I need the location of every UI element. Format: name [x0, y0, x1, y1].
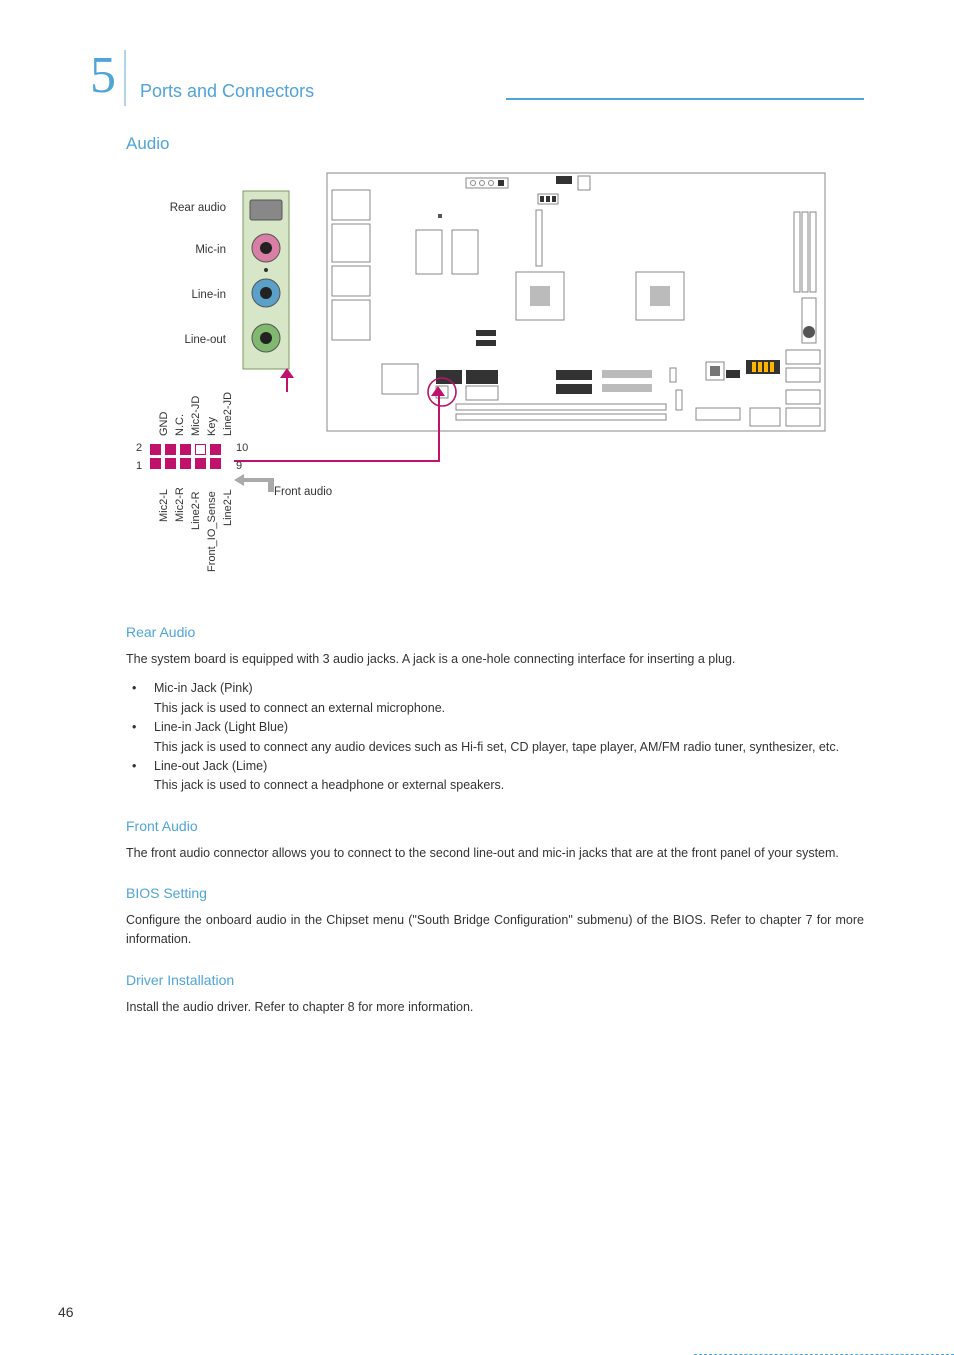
- list-item: Mic-in Jack (Pink) This jack is used to …: [126, 679, 864, 718]
- front-label-arrow-icon: [234, 472, 278, 496]
- bios-text: Configure the onboard audio in the Chips…: [126, 911, 864, 950]
- driver-text: Install the audio driver. Refer to chapt…: [126, 998, 864, 1017]
- content-column: Rear Audio The system board is equipped …: [126, 624, 864, 1017]
- jack-label-linein: Line-in: [116, 289, 226, 301]
- list-item: Line-out Jack (Lime) This jack is used t…: [126, 757, 864, 796]
- front-arrow-line: [234, 460, 440, 462]
- rear-arrow-head: [280, 368, 294, 378]
- audio-jack-panel: [242, 190, 290, 370]
- pin-num-1: 1: [136, 460, 142, 472]
- pin-top-4: Line2-JD: [222, 392, 234, 436]
- pin-num-9: 9: [236, 460, 242, 472]
- page-container: 5 Ports and Connectors Audio Rear audio …: [0, 0, 954, 1067]
- jack-title-linein: Line-in Jack (Light Blue): [154, 720, 288, 734]
- jack-title-mic: Mic-in Jack (Pink): [154, 681, 253, 695]
- driver-heading: Driver Installation: [126, 972, 864, 988]
- front-audio-heading: Front Audio: [126, 818, 864, 834]
- section-title-audio: Audio: [126, 134, 864, 154]
- rear-audio-heading: Rear Audio: [126, 624, 864, 640]
- chapter-title: Ports and Connectors: [140, 81, 498, 106]
- pin-bot-4: Line2-L: [222, 489, 234, 526]
- jack-list: Mic-in Jack (Pink) This jack is used to …: [126, 679, 864, 795]
- motherboard-outline: [326, 172, 826, 432]
- front-audio-pin-header: [150, 444, 221, 469]
- front-audio-text: The front audio connector allows you to …: [126, 844, 864, 863]
- audio-diagram: Rear audio Mic-in Line-in Line-out: [126, 172, 864, 602]
- pin-bot-1: Mic2-R: [174, 487, 186, 522]
- pin-top-1: N.C.: [174, 414, 186, 436]
- pin-bot-3: Front_IO_Sense: [206, 491, 218, 572]
- jack-title-lineout: Line-out Jack (Lime): [154, 759, 267, 773]
- pin-bot-2: Line2-R: [190, 491, 202, 530]
- pin-bot-0: Mic2-L: [158, 489, 170, 522]
- jack-label-mic: Mic-in: [116, 244, 226, 256]
- page-number: 46: [58, 1304, 74, 1320]
- bios-heading: BIOS Setting: [126, 885, 864, 901]
- header-rule: [506, 98, 864, 100]
- rear-audio-label: Rear audio: [116, 202, 226, 214]
- jack-desc-mic: This jack is used to connect an external…: [154, 701, 445, 715]
- pin-top-3: Key: [206, 417, 218, 436]
- jack-desc-lineout: This jack is used to connect a headphone…: [154, 778, 504, 792]
- front-arrow-vline: [438, 394, 440, 462]
- chapter-number: 5: [90, 50, 126, 106]
- jack-desc-linein: This jack is used to connect any audio d…: [154, 740, 839, 754]
- front-audio-diagram-label: Front audio: [274, 486, 332, 498]
- chapter-header: 5 Ports and Connectors: [90, 50, 864, 106]
- pin-top-0: GND: [158, 412, 170, 436]
- pin-num-10: 10: [236, 442, 248, 454]
- list-item: Line-in Jack (Light Blue) This jack is u…: [126, 718, 864, 757]
- rear-audio-intro: The system board is equipped with 3 audi…: [126, 650, 864, 669]
- jack-label-lineout: Line-out: [116, 334, 226, 346]
- pin-top-2: Mic2-JD: [190, 396, 202, 436]
- pin-num-2: 2: [136, 442, 142, 454]
- front-arrow-head: [431, 386, 445, 396]
